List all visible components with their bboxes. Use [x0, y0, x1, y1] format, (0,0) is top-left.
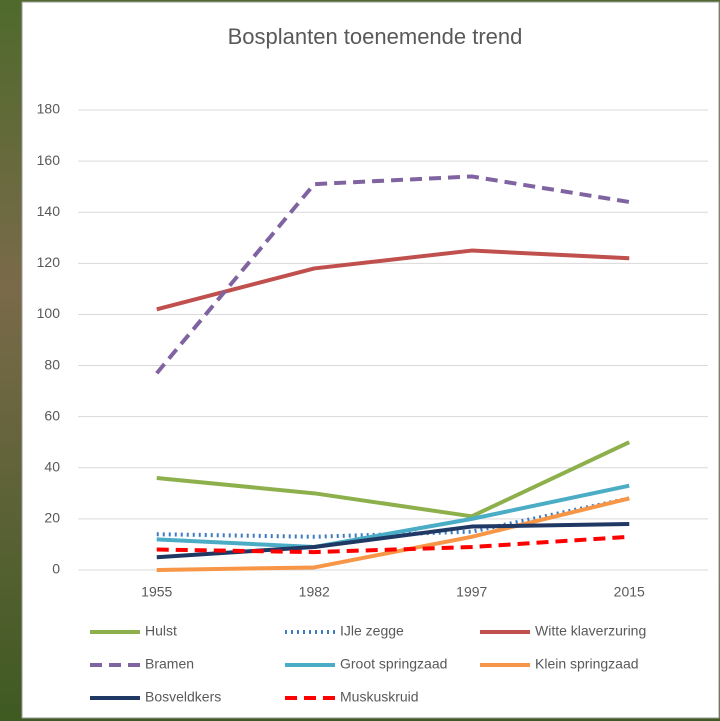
- legend-label: IJle zegge: [340, 623, 404, 639]
- legend-label: Bramen: [145, 656, 194, 672]
- legend-label: Klein springzaad: [535, 656, 639, 672]
- series-line: [156, 483, 630, 549]
- series-line: [156, 440, 631, 519]
- series-line: [156, 248, 630, 312]
- y-tick-label: 100: [37, 305, 61, 321]
- series-line: [156, 496, 630, 539]
- series-line: [155, 174, 630, 375]
- legend-label: Witte klaverzuring: [535, 623, 646, 639]
- legend-label: Muskuskruid: [340, 689, 419, 705]
- y-tick-label: 160: [37, 152, 61, 168]
- chart-title: Bosplanten toenemende trend: [228, 24, 523, 49]
- y-tick-label: 20: [44, 510, 60, 526]
- legend-label: Groot springzaad: [340, 656, 447, 672]
- y-tick-label: 0: [52, 561, 60, 577]
- y-tick-label: 40: [44, 458, 60, 474]
- legend-label: Hulst: [145, 623, 177, 639]
- x-tick-label: 1997: [456, 584, 487, 600]
- y-tick-label: 80: [44, 356, 60, 372]
- legend-label: Bosveldkers: [145, 689, 221, 705]
- x-tick-label: 1982: [299, 584, 330, 600]
- x-tick-label: 2015: [614, 584, 645, 600]
- y-tick-label: 180: [37, 101, 61, 117]
- x-tick-label: 1955: [141, 584, 172, 600]
- y-tick-label: 60: [44, 407, 60, 423]
- y-tick-label: 140: [37, 203, 61, 219]
- series-line: [156, 534, 630, 555]
- y-tick-label: 120: [37, 254, 61, 270]
- series-line: [156, 496, 630, 572]
- chart-panel: [21, 1, 720, 719]
